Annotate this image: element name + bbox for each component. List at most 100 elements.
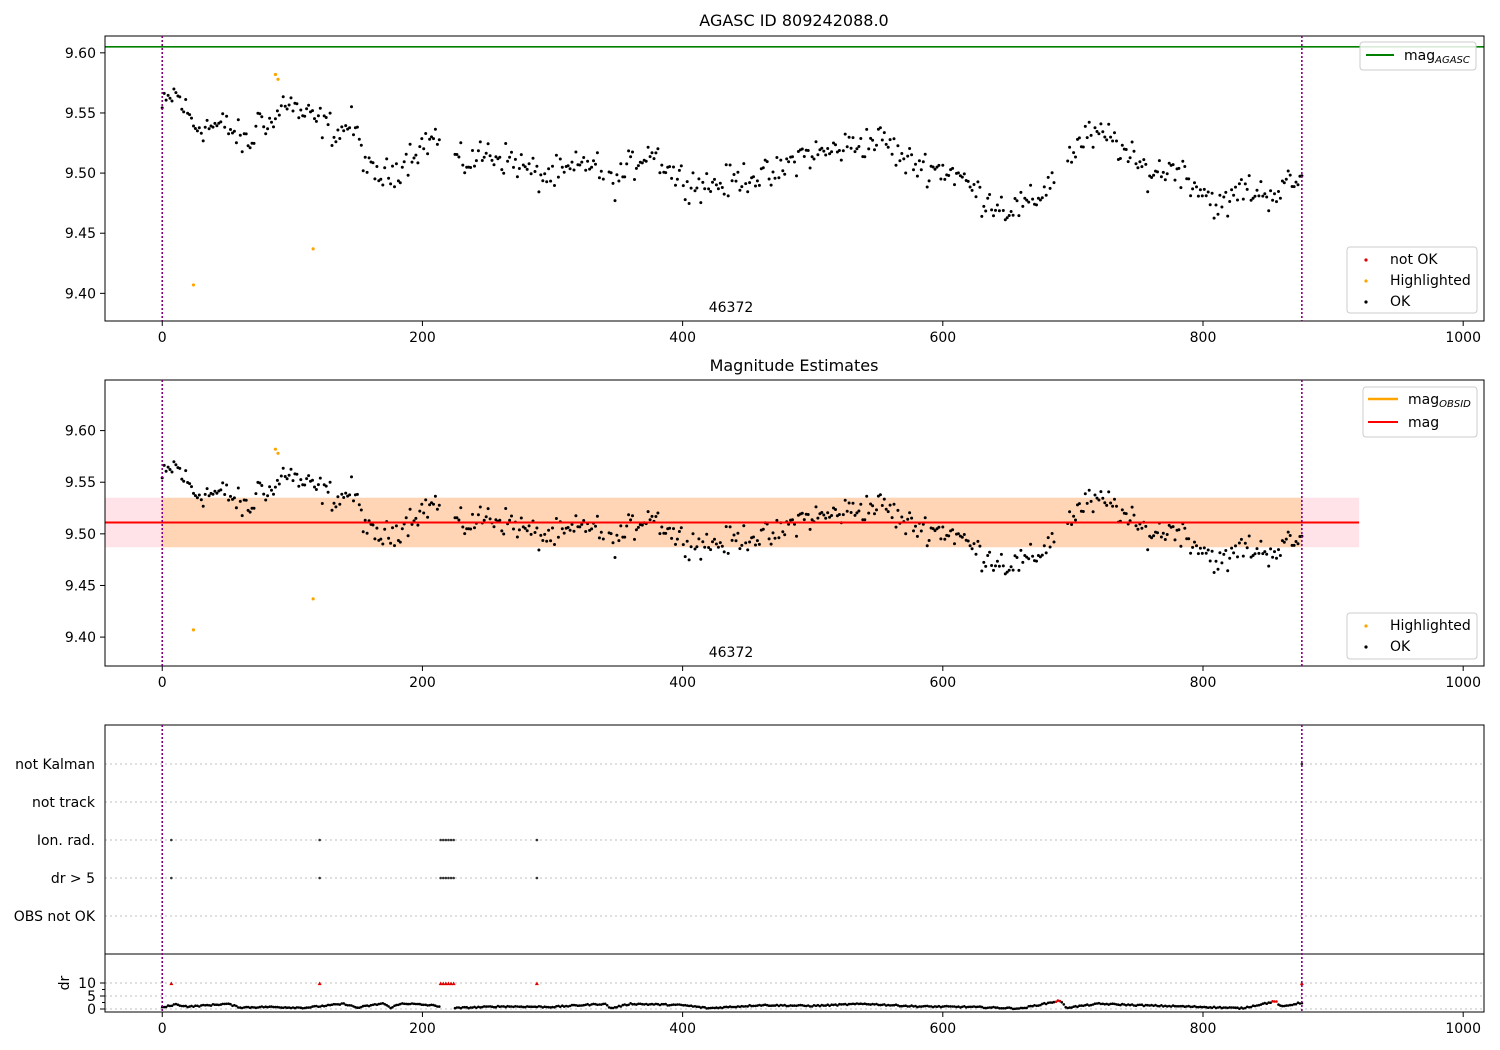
- dr-point: [570, 1003, 574, 1007]
- dr-point: [354, 1005, 357, 1009]
- ok-point: [892, 137, 896, 141]
- ok-point: [785, 157, 789, 161]
- dr-point: [892, 1003, 896, 1007]
- ok-point: [1196, 194, 1200, 198]
- ok-point: [553, 184, 556, 187]
- dr-point: [953, 1005, 956, 1008]
- ok-point: [1177, 528, 1181, 532]
- ok-point: [777, 176, 781, 180]
- ok-point: [1134, 162, 1138, 166]
- flag-point: [441, 838, 445, 842]
- ok-point: [888, 138, 892, 142]
- ok-point: [433, 494, 437, 498]
- ok-point: [1101, 130, 1105, 134]
- ok-point: [806, 513, 810, 516]
- dr-point: [961, 1005, 964, 1009]
- ok-point: [970, 188, 974, 192]
- ok-point: [588, 167, 592, 171]
- legend2-ok-marker: [1364, 645, 1368, 649]
- ok-point: [943, 537, 947, 541]
- ok-point: [654, 151, 658, 155]
- ok-point: [340, 125, 344, 129]
- ok-point: [820, 146, 824, 150]
- ok-point: [229, 128, 232, 131]
- x-tick-label: 0: [158, 330, 167, 346]
- dr-point: [672, 1003, 675, 1006]
- ok-point: [1255, 547, 1259, 551]
- ok-point: [359, 508, 363, 512]
- dr-point: [609, 1006, 613, 1010]
- ok-point: [578, 525, 582, 529]
- ok-point: [631, 514, 634, 518]
- ok-point: [1161, 170, 1165, 174]
- x-tick-label: 800: [1190, 1021, 1217, 1037]
- dr-point: [922, 1005, 925, 1008]
- ok-point: [508, 518, 512, 522]
- ok-point: [166, 93, 170, 97]
- ok-point: [886, 510, 890, 514]
- ok-point: [172, 460, 176, 464]
- dr-point: [843, 1002, 847, 1006]
- highlighted-point: [191, 283, 196, 287]
- ok-point: [457, 155, 461, 159]
- ok-point: [391, 526, 394, 530]
- ok-point: [966, 539, 970, 543]
- ok-point: [921, 160, 925, 164]
- dr-point-not-ok: [1056, 999, 1060, 1002]
- ok-point: [699, 201, 703, 205]
- dr-point: [740, 1004, 744, 1008]
- legend-highlighted-label: Highlighted: [1390, 273, 1471, 289]
- ok-point: [884, 142, 888, 146]
- dr-point: [313, 1004, 316, 1008]
- dr-point: [957, 1005, 960, 1008]
- ok-point: [672, 165, 675, 169]
- ok-point: [1228, 200, 1232, 203]
- ok-point: [748, 181, 752, 185]
- ok-point: [947, 534, 951, 538]
- ok-point: [941, 163, 945, 167]
- ok-point: [246, 508, 250, 512]
- panel2-legend-lines: magOBSID mag: [1362, 386, 1478, 438]
- dr-point: [722, 1005, 726, 1009]
- ok-point: [584, 168, 588, 172]
- dr-point: [980, 1005, 984, 1009]
- ok-point: [311, 109, 314, 113]
- ok-point: [1167, 523, 1171, 527]
- ok-point: [820, 511, 824, 514]
- ok-point: [568, 167, 572, 171]
- ok-point: [1118, 157, 1122, 160]
- ok-point: [730, 538, 734, 542]
- ok-point: [244, 498, 248, 502]
- ok-point: [480, 159, 484, 162]
- ok-point: [623, 175, 627, 179]
- dr-point: [785, 1004, 788, 1008]
- ok-point: [313, 485, 316, 489]
- ok-point: [923, 516, 927, 520]
- ok-point: [769, 542, 773, 546]
- ok-point: [744, 541, 748, 545]
- ok-point: [677, 530, 681, 533]
- dr-point: [791, 1004, 794, 1007]
- ok-point: [570, 522, 574, 526]
- ok-point: [978, 185, 982, 189]
- dr-point: [1181, 1004, 1185, 1008]
- ok-point: [281, 95, 285, 99]
- ok-point: [931, 165, 935, 169]
- ok-point: [463, 532, 467, 536]
- ok-point: [1212, 571, 1216, 574]
- ok-point: [765, 160, 769, 164]
- ok-point: [828, 152, 832, 156]
- dr-point: [1052, 1000, 1056, 1004]
- ok-point: [394, 162, 398, 166]
- dr-point: [881, 1003, 884, 1007]
- ok-point: [1195, 185, 1198, 189]
- ok-point: [192, 124, 195, 128]
- dr-point: [178, 1004, 182, 1007]
- ok-point: [170, 99, 174, 103]
- dr-point: [1015, 1007, 1019, 1010]
- ok-point: [1113, 497, 1116, 501]
- ok-point: [871, 138, 875, 142]
- ok-point: [1288, 534, 1292, 537]
- ok-point: [705, 172, 709, 176]
- ok-point: [515, 535, 519, 539]
